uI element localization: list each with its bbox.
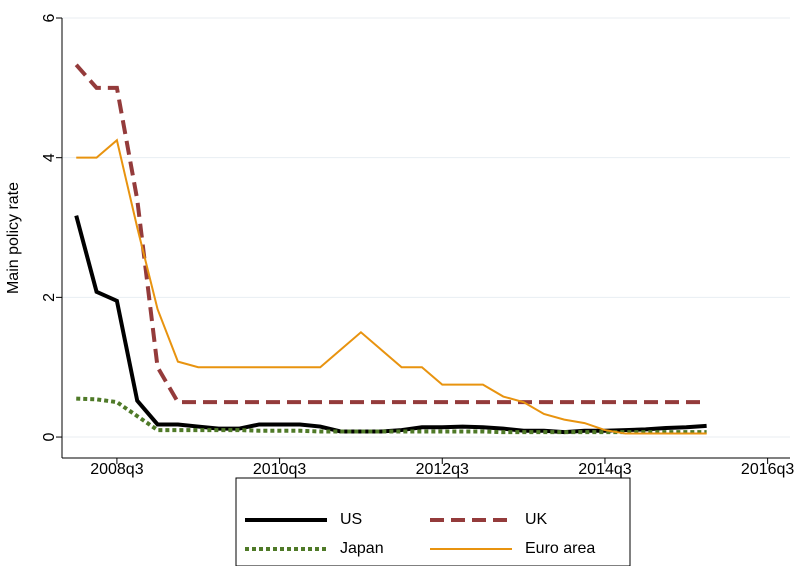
series-line (76, 138, 707, 435)
x-tick-label: 2012q3 (416, 461, 469, 478)
y-axis-label: Main policy rate (5, 182, 22, 294)
x-tick-label: 2010q3 (253, 461, 306, 478)
y-tick-label: 4 (41, 153, 58, 162)
y-tick-label: 6 (41, 13, 58, 22)
y-tick-label: 0 (41, 433, 58, 442)
series-line (74, 215, 707, 435)
series-line (74, 63, 707, 405)
legend-label: Euro area (525, 540, 595, 557)
y-tick-label: 2 (41, 293, 58, 302)
legend-label: US (340, 511, 362, 528)
legend-label: Japan (340, 540, 384, 557)
x-tick-label: 2014q3 (578, 461, 631, 478)
x-tick-label: 2008q3 (90, 461, 143, 478)
series-line (76, 396, 707, 435)
legend-label: UK (525, 511, 548, 528)
x-tick-label: 2016q3 (741, 461, 794, 478)
